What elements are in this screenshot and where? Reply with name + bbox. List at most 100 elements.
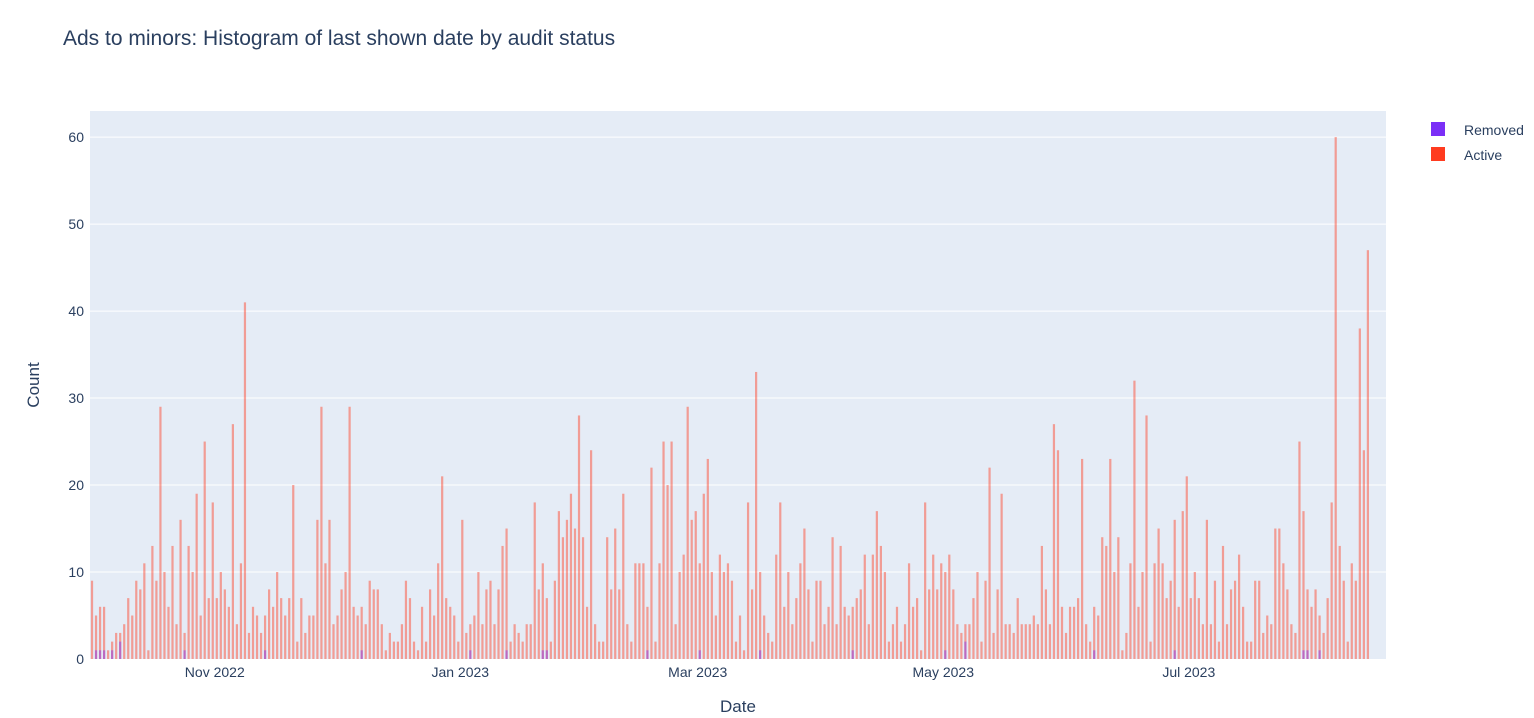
active-bar[interactable]: [473, 615, 476, 659]
active-bar[interactable]: [738, 615, 742, 659]
removed-bar[interactable]: [1093, 650, 1096, 659]
active-bar[interactable]: [831, 537, 834, 659]
active-bar[interactable]: [412, 641, 416, 659]
active-bar[interactable]: [1044, 589, 1048, 659]
active-bar[interactable]: [811, 641, 814, 659]
active-bar[interactable]: [598, 641, 601, 659]
active-bar[interactable]: [783, 606, 786, 659]
active-bar[interactable]: [493, 624, 496, 659]
active-bar[interactable]: [972, 598, 975, 659]
active-bar[interactable]: [662, 441, 665, 659]
active-bar[interactable]: [332, 624, 335, 659]
active-bar[interactable]: [259, 632, 263, 659]
active-bar[interactable]: [304, 632, 307, 659]
active-bar[interactable]: [272, 606, 275, 659]
active-bar[interactable]: [634, 563, 637, 659]
active-bar[interactable]: [1024, 624, 1027, 659]
removed-bar[interactable]: [1306, 650, 1309, 659]
active-bar[interactable]: [992, 632, 995, 659]
active-bar[interactable]: [1326, 598, 1329, 659]
active-bar[interactable]: [549, 641, 552, 659]
active-bar[interactable]: [445, 598, 448, 659]
active-bar[interactable]: [1125, 632, 1128, 659]
active-bar[interactable]: [1225, 624, 1229, 659]
active-bar[interactable]: [726, 563, 730, 659]
active-bar[interactable]: [356, 615, 359, 659]
active-bar[interactable]: [1141, 572, 1144, 659]
active-bar[interactable]: [948, 554, 951, 659]
active-bar[interactable]: [312, 615, 315, 659]
active-bar[interactable]: [179, 519, 182, 659]
active-bar[interactable]: [956, 624, 959, 659]
active-bar[interactable]: [1334, 137, 1337, 660]
active-bar[interactable]: [1052, 424, 1056, 659]
active-bar[interactable]: [449, 606, 452, 659]
active-bar[interactable]: [803, 528, 806, 659]
active-bar[interactable]: [255, 615, 259, 659]
active-bar[interactable]: [119, 632, 122, 659]
active-bar[interactable]: [722, 572, 726, 659]
active-bar[interactable]: [1137, 606, 1140, 659]
active-bar[interactable]: [102, 606, 106, 659]
active-bar[interactable]: [344, 572, 347, 659]
active-bar[interactable]: [996, 589, 999, 659]
active-bar[interactable]: [111, 641, 114, 659]
active-bar[interactable]: [1197, 598, 1200, 659]
active-bar[interactable]: [284, 615, 287, 659]
removed-bar[interactable]: [360, 650, 363, 659]
active-bar[interactable]: [139, 589, 142, 659]
active-bar[interactable]: [1350, 563, 1353, 659]
active-bar[interactable]: [1076, 598, 1080, 659]
active-bar[interactable]: [392, 641, 395, 659]
active-bar[interactable]: [1064, 632, 1068, 659]
active-bar[interactable]: [276, 572, 279, 659]
active-bar[interactable]: [115, 632, 118, 659]
active-bar[interactable]: [569, 493, 573, 659]
active-bar[interactable]: [666, 485, 669, 659]
active-bar[interactable]: [932, 554, 935, 659]
active-bar[interactable]: [775, 554, 778, 659]
active-bar[interactable]: [1274, 528, 1277, 659]
active-bar[interactable]: [1306, 589, 1309, 659]
active-bar[interactable]: [1242, 606, 1245, 659]
active-bar[interactable]: [1258, 580, 1261, 659]
active-bar[interactable]: [771, 641, 774, 659]
active-bar[interactable]: [710, 572, 713, 659]
active-bar[interactable]: [903, 624, 907, 659]
active-bar[interactable]: [1362, 450, 1365, 659]
active-bar[interactable]: [1217, 641, 1221, 659]
active-bar[interactable]: [1354, 580, 1357, 659]
active-bar[interactable]: [577, 415, 581, 659]
active-bar[interactable]: [871, 554, 874, 659]
active-bar[interactable]: [424, 641, 428, 659]
active-bar[interactable]: [1266, 615, 1269, 659]
active-bar[interactable]: [658, 563, 661, 659]
active-bar[interactable]: [1237, 554, 1241, 659]
active-bar[interactable]: [380, 624, 383, 659]
active-bar[interactable]: [602, 641, 605, 659]
active-bar[interactable]: [135, 580, 138, 659]
active-bar[interactable]: [1169, 580, 1172, 659]
active-bar[interactable]: [714, 615, 717, 659]
active-bar[interactable]: [324, 563, 327, 659]
active-bar[interactable]: [1016, 598, 1019, 659]
active-bar[interactable]: [589, 450, 593, 659]
active-bar[interactable]: [521, 641, 524, 659]
active-bar[interactable]: [839, 545, 842, 659]
active-bar[interactable]: [1036, 624, 1039, 659]
active-bar[interactable]: [465, 632, 468, 659]
active-bar[interactable]: [348, 406, 351, 659]
active-bar[interactable]: [219, 572, 222, 659]
active-bar[interactable]: [557, 511, 561, 659]
active-bar[interactable]: [553, 580, 556, 659]
active-bar[interactable]: [416, 650, 420, 659]
active-bar[interactable]: [767, 632, 770, 659]
active-bar[interactable]: [461, 519, 464, 659]
active-bar[interactable]: [1117, 537, 1120, 659]
active-bar[interactable]: [497, 589, 500, 659]
active-bar[interactable]: [1221, 545, 1225, 659]
active-bar[interactable]: [1008, 624, 1011, 659]
active-bar[interactable]: [1032, 615, 1035, 659]
active-bar[interactable]: [920, 650, 923, 659]
active-bar[interactable]: [1246, 641, 1249, 659]
